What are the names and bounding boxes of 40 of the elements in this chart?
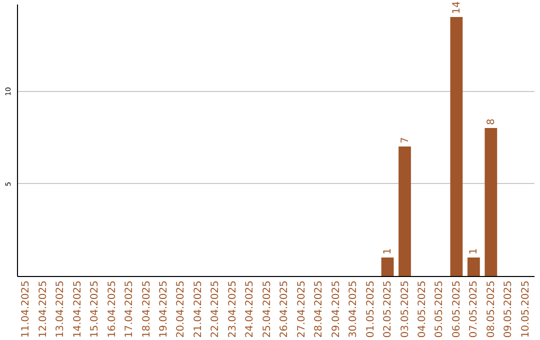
x-tick-label: 07.05.2025: [468, 280, 480, 338]
data-label: 1: [468, 248, 480, 254]
x-tick-label: 25.04.2025: [262, 280, 273, 338]
x-tick-label: 23.04.2025: [227, 280, 238, 338]
x-tick-label: 11.04.2025: [20, 280, 32, 338]
data-label: 8: [486, 118, 497, 125]
x-tick-label: 12.04.2025: [38, 280, 49, 338]
x-tick-label: 14.04.2025: [72, 280, 84, 338]
x-tick-label: 15.04.2025: [90, 280, 101, 338]
x-tick-label: 21.04.2025: [192, 280, 204, 338]
x-tick-label: 05.05.2025: [434, 280, 446, 338]
x-tick-label: 03.05.2025: [400, 280, 411, 338]
x-tick-label: 19.04.2025: [158, 280, 170, 338]
x-tick-label: 08.05.2025: [486, 280, 497, 338]
x-tick-label: 16.04.2025: [106, 280, 118, 338]
bar: [398, 146, 411, 276]
bar: [484, 128, 498, 276]
x-tick-label: 30.04.2025: [348, 280, 360, 338]
data-label: 1: [382, 248, 394, 254]
x-tick-label: 22.04.2025: [210, 280, 222, 338]
bar: [381, 257, 394, 276]
data-label: 7: [400, 137, 411, 144]
x-tick-label: 10.05.2025: [520, 280, 532, 338]
x-tick-label: 27.04.2025: [296, 280, 308, 338]
x-tick-label: 13.04.2025: [55, 280, 66, 338]
data-label: 14: [451, 1, 462, 14]
x-tick-label: 24.04.2025: [244, 280, 256, 338]
x-tick-label: 26.04.2025: [279, 280, 290, 338]
x-tick-label: 17.04.2025: [124, 280, 136, 338]
x-tick-label: 28.04.2025: [314, 280, 325, 338]
x-tick-label: 01.05.2025: [365, 280, 376, 338]
x-tick-label: 20.04.2025: [176, 280, 187, 338]
bar: [450, 16, 463, 276]
x-tick-label: 04.05.2025: [416, 280, 428, 338]
bar: [467, 257, 480, 276]
x-tick-label: 02.05.2025: [382, 280, 394, 338]
x-tick-label: 29.04.2025: [330, 280, 342, 338]
x-tick-label: 09.05.2025: [503, 280, 514, 338]
x-tick-label: 06.05.2025: [451, 280, 462, 338]
x-tick-label: 18.04.2025: [141, 280, 152, 338]
